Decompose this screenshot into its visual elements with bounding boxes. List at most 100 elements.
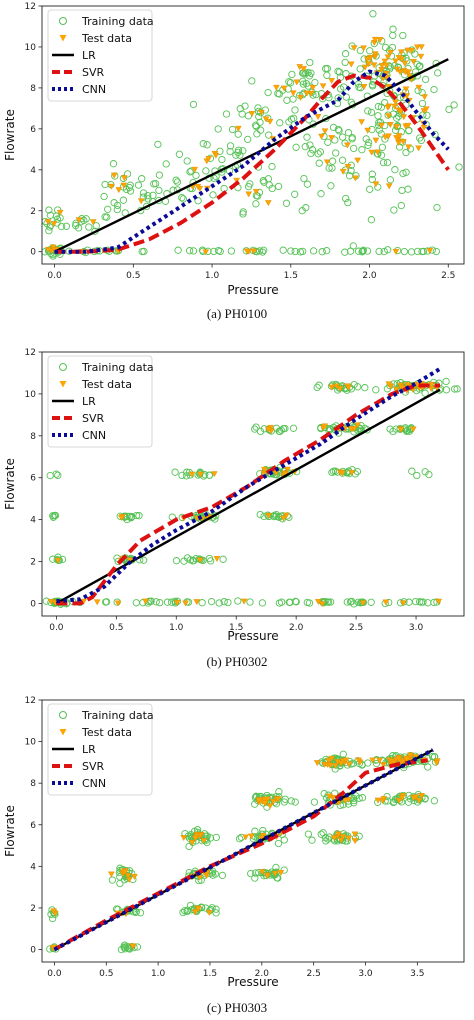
training-point bbox=[378, 143, 387, 151]
training-point bbox=[366, 185, 374, 193]
training-point bbox=[397, 201, 405, 210]
y-tick-label: 8 bbox=[30, 84, 36, 94]
test-point bbox=[369, 757, 376, 764]
test-point bbox=[264, 200, 272, 207]
training-point bbox=[248, 77, 256, 85]
test-point bbox=[364, 127, 372, 134]
training-point bbox=[418, 99, 427, 108]
training-point bbox=[202, 167, 210, 175]
y-axis-label: Flowrate bbox=[3, 458, 17, 510]
test-point bbox=[75, 217, 83, 224]
test-point bbox=[255, 797, 263, 804]
test-point bbox=[342, 757, 350, 764]
training-point bbox=[369, 82, 377, 90]
legend-box bbox=[47, 355, 153, 448]
training-point bbox=[178, 194, 186, 202]
test-point bbox=[396, 69, 404, 76]
test-point bbox=[252, 189, 260, 195]
legend-marker-test bbox=[59, 381, 67, 388]
training-point bbox=[52, 470, 60, 478]
training-point bbox=[328, 164, 336, 172]
training-point bbox=[289, 95, 297, 103]
y-tick-label: 0 bbox=[30, 946, 36, 956]
training-point bbox=[62, 222, 71, 230]
x-tick-label: 1.0 bbox=[169, 623, 184, 633]
training-point bbox=[286, 79, 295, 87]
training-point bbox=[348, 135, 356, 143]
test-point bbox=[426, 248, 434, 255]
training-point bbox=[280, 798, 288, 806]
test-point bbox=[408, 47, 416, 54]
test-point bbox=[205, 156, 213, 163]
training-point bbox=[291, 190, 299, 198]
test-point bbox=[385, 133, 392, 140]
test-point bbox=[382, 62, 390, 69]
y-tick-label: 2 bbox=[30, 558, 36, 568]
x-tick-label: 1.5 bbox=[203, 969, 217, 979]
x-tick-label: 0.0 bbox=[47, 271, 62, 281]
training-point bbox=[361, 384, 369, 392]
training-point bbox=[307, 149, 315, 158]
test-point bbox=[205, 910, 213, 916]
training-point bbox=[256, 427, 265, 436]
training-point bbox=[368, 175, 376, 184]
training-point bbox=[290, 114, 298, 122]
training-point bbox=[151, 179, 160, 188]
test-point bbox=[313, 760, 321, 767]
training-point bbox=[442, 386, 451, 394]
test-point bbox=[360, 84, 368, 91]
legend-marker-training bbox=[59, 711, 67, 719]
test-point bbox=[393, 124, 400, 131]
test-point bbox=[387, 49, 394, 56]
test-point bbox=[341, 797, 349, 804]
training-point bbox=[183, 554, 192, 562]
test-point bbox=[370, 62, 378, 69]
test-point bbox=[264, 796, 271, 803]
test-point bbox=[328, 384, 336, 391]
training-point bbox=[451, 385, 459, 393]
training-point bbox=[45, 206, 53, 214]
training-point bbox=[354, 247, 363, 255]
training-point bbox=[417, 136, 425, 145]
test-point bbox=[274, 796, 282, 803]
training-point bbox=[253, 130, 261, 138]
training-point bbox=[275, 90, 283, 98]
test-point bbox=[412, 794, 420, 801]
training-point bbox=[49, 513, 58, 521]
training-point bbox=[48, 914, 57, 923]
panel-caption: (a) PH0100 bbox=[207, 306, 267, 321]
test-point bbox=[376, 757, 383, 764]
training-point bbox=[265, 131, 273, 139]
training-point bbox=[226, 147, 234, 156]
test-point bbox=[200, 838, 208, 845]
y-axis-label: Flowrate bbox=[3, 109, 17, 161]
training-point bbox=[418, 88, 426, 97]
training-point bbox=[415, 62, 423, 71]
training-point bbox=[251, 869, 260, 877]
training-point bbox=[291, 106, 299, 114]
training-point bbox=[313, 383, 321, 392]
training-point bbox=[311, 78, 319, 87]
training-point bbox=[54, 471, 62, 479]
y-tick-label: 12 bbox=[25, 696, 36, 706]
test-point bbox=[303, 90, 311, 97]
training-point bbox=[101, 213, 109, 221]
training-point bbox=[366, 47, 374, 55]
training-point bbox=[119, 196, 128, 204]
test-point bbox=[328, 755, 336, 762]
training-point bbox=[218, 155, 226, 164]
training-point bbox=[260, 178, 268, 186]
training-point bbox=[260, 246, 268, 254]
test-point bbox=[44, 219, 52, 226]
test-point bbox=[393, 386, 400, 393]
training-point bbox=[268, 162, 276, 171]
training-point bbox=[315, 159, 323, 167]
test-point bbox=[142, 598, 149, 605]
y-tick-label: 12 bbox=[25, 348, 36, 358]
test-point bbox=[300, 66, 308, 73]
test-point bbox=[262, 116, 270, 123]
training-point bbox=[198, 599, 206, 607]
series-line-svr bbox=[54, 73, 450, 254]
training-point bbox=[252, 200, 260, 208]
plot-area bbox=[42, 367, 461, 608]
